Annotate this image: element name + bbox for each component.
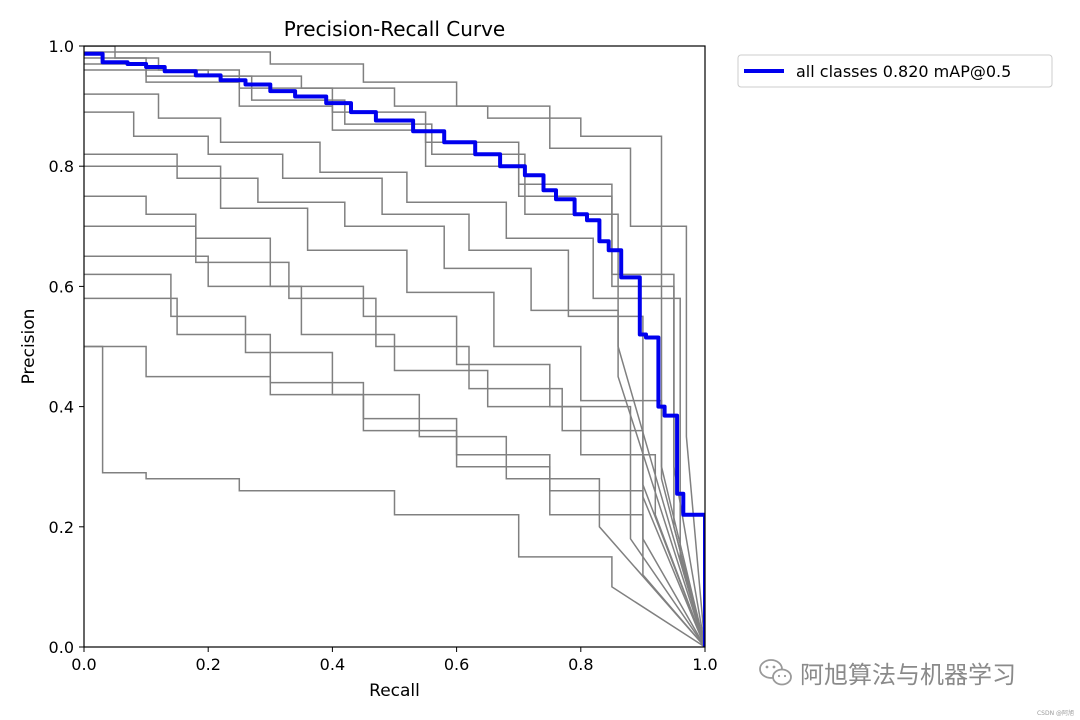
class-curve-3 xyxy=(84,111,705,647)
class-curve-12 xyxy=(84,225,705,647)
class-curve-15 xyxy=(84,51,705,647)
class-curve-8 xyxy=(84,93,705,647)
y-tick-label-4: 0.8 xyxy=(49,157,74,176)
all-classes-series xyxy=(84,51,705,647)
class-curve-7 xyxy=(84,153,705,647)
legend-box xyxy=(737,54,1053,88)
class-curve-10 xyxy=(84,297,705,647)
class-curve-14 xyxy=(84,165,705,647)
watermark: 阿旭算法与机器学习 xyxy=(759,659,1016,689)
legend: all classes 0.820 mAP@0.5 xyxy=(737,54,1053,88)
watermark-text: 阿旭算法与机器学习 xyxy=(800,661,1016,689)
wechat-icon xyxy=(759,659,792,686)
plot-frame xyxy=(83,45,706,648)
class-curve-5 xyxy=(84,345,705,647)
class-curve-1 xyxy=(84,46,705,647)
y-tick-label-5: 1.0 xyxy=(49,37,74,56)
y-tick-label-1: 0.2 xyxy=(49,518,74,537)
y-tick-label-0: 0.0 xyxy=(49,638,74,657)
chart-title: Precision-Recall Curve xyxy=(284,17,505,41)
y-tick-label-2: 0.4 xyxy=(49,398,74,417)
class-curve-4 xyxy=(84,195,705,647)
y-axis-label: Precision xyxy=(19,309,39,385)
x-tick-label-4: 0.8 xyxy=(568,655,593,674)
x-tick-label-1: 0.2 xyxy=(195,655,220,674)
class-curves xyxy=(84,46,705,647)
credit-text: CSDN @阿旭 xyxy=(1037,709,1074,717)
class-curve-2 xyxy=(84,63,705,647)
y-tick-label-3: 0.6 xyxy=(49,277,74,296)
x-axis-ticks: 0.0 0.2 0.4 0.6 0.8 1.0 xyxy=(71,647,718,674)
legend-label: all classes 0.820 mAP@0.5 xyxy=(796,62,1011,81)
x-tick-label-0: 0.0 xyxy=(71,655,96,674)
series-line-1 xyxy=(84,51,705,647)
x-tick-label-3: 0.6 xyxy=(444,655,469,674)
class-curve-13 xyxy=(84,57,705,647)
class-curve-16 xyxy=(84,273,705,647)
x-tick-label-2: 0.4 xyxy=(320,655,345,674)
class-curve-6 xyxy=(84,345,705,647)
x-tick-label-5: 1.0 xyxy=(692,655,717,674)
y-axis-ticks: 0.0 0.2 0.4 0.6 0.8 1.0 xyxy=(49,37,84,657)
x-axis-label: Recall xyxy=(369,681,420,701)
